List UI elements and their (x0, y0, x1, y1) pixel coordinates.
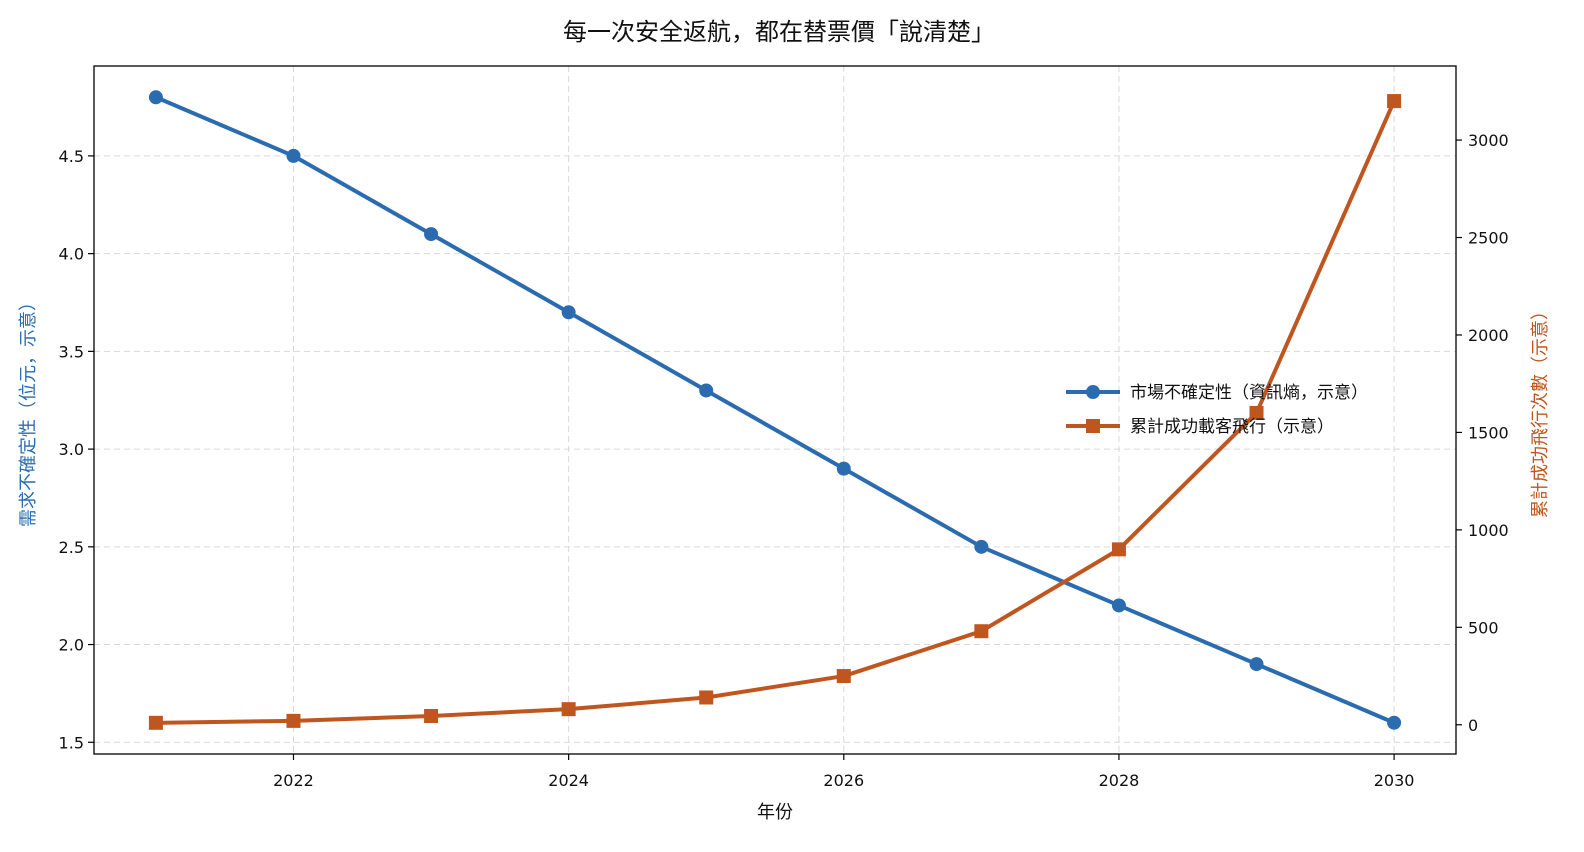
y-axis-left-label: 需求不確定性（位元，示意） (18, 293, 39, 527)
series-2-point (148, 715, 163, 730)
series-2-point (1387, 94, 1402, 109)
y-left-tick-label: 2.5 (59, 538, 84, 557)
series-1-point (836, 461, 851, 476)
series-1-point (561, 305, 576, 320)
series-2-point (836, 669, 851, 684)
series-2-point (1249, 405, 1264, 420)
y-axis-right-label: 累計成功飛行次數（示意） (1530, 302, 1551, 518)
y-right-tick-label: 3000 (1468, 131, 1509, 150)
x-tick-label: 2022 (273, 771, 314, 790)
y-right-tick-label: 0 (1468, 716, 1478, 735)
y-right-tick-label: 2000 (1468, 326, 1509, 345)
grid-lines (94, 66, 1456, 754)
legend-marker-1 (1086, 385, 1100, 399)
series-1-point (1387, 715, 1402, 730)
y-right-tick-label: 2500 (1468, 229, 1509, 248)
x-tick-label: 2024 (548, 771, 589, 790)
series-2-point (424, 708, 439, 723)
series-1-point (286, 148, 301, 163)
y-left-tick-label: 3.5 (59, 342, 84, 361)
series-1-point (1111, 598, 1126, 613)
y-left-tick-label: 2.0 (59, 636, 84, 655)
series-2-point (286, 713, 301, 728)
series-1-point (1249, 657, 1264, 672)
x-tick-label: 2030 (1374, 771, 1415, 790)
y-right-tick-label: 1000 (1468, 521, 1509, 540)
legend-label-1: 市場不確定性（資訊熵，示意） (1130, 383, 1368, 403)
y-right-tick-label: 1500 (1468, 423, 1509, 442)
y-right-tick-label: 500 (1468, 618, 1499, 637)
x-axis-label: 年份 (757, 802, 793, 823)
series-2-point (561, 702, 576, 717)
chart-title: 每一次安全返航，都在替票價「說清楚」 (563, 18, 995, 46)
y-left-tick-label: 4.0 (59, 245, 84, 264)
series-1-point (424, 227, 439, 242)
y-left-tick-label: 4.5 (59, 147, 84, 166)
legend: 市場不確定性（資訊熵，示意） 累計成功載客飛行（示意） (1066, 383, 1368, 437)
series-1-point (148, 90, 163, 105)
series-2-point (1111, 542, 1126, 557)
legend-marker-2 (1086, 419, 1100, 433)
series-line-2 (155, 100, 1396, 725)
series-1-point (699, 383, 714, 398)
y-left-tick-label: 3.0 (59, 440, 84, 459)
legend-label-2: 累計成功載客飛行（示意） (1130, 417, 1334, 437)
series-layer (148, 90, 1402, 730)
y-left-tick-label: 1.5 (59, 733, 84, 752)
axes: 2022 2024 2026 2028 2030 1.5 2.0 2.5 3.0 3.5 4.0 4.… (59, 131, 1509, 790)
x-tick-label: 2028 (1099, 771, 1140, 790)
series-1-point (974, 539, 989, 554)
series-2-point (699, 690, 714, 705)
x-tick-label: 2026 (823, 771, 864, 790)
plot-frame (93, 65, 1457, 755)
series-2-point (974, 624, 989, 639)
series-line-1 (155, 95, 1395, 725)
